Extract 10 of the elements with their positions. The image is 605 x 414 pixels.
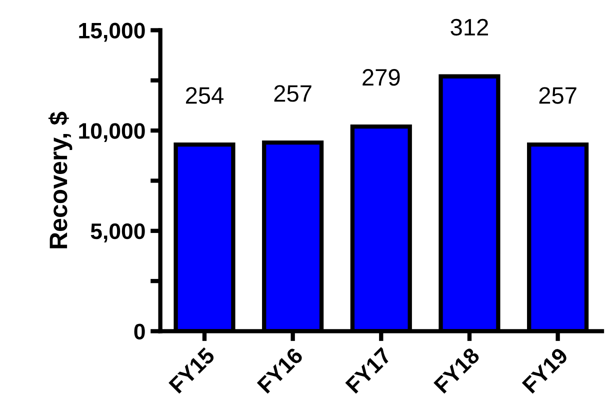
y-tick-label: 15,000 — [79, 22, 145, 42]
y-tick-label: 5,000 — [90, 223, 145, 242]
y-tick-label: 10,000 — [79, 123, 145, 142]
y-tick-label: 0 — [134, 324, 145, 340]
annotation: 279 — [362, 69, 400, 86]
annotation: 257 — [274, 85, 312, 102]
y-axis-title: Recovery, $ — [48, 112, 72, 248]
annotation: 254 — [186, 87, 224, 104]
annotation: 257 — [539, 87, 576, 104]
annotation: 312 — [450, 18, 488, 36]
